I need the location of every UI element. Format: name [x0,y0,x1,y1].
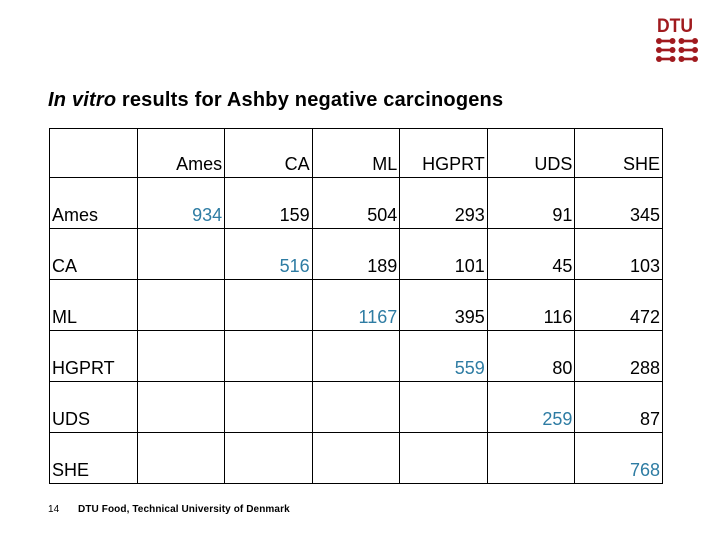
table-cell [136,330,226,382]
table-cell: 395 [399,279,488,331]
row-label: Ames [49,177,138,229]
table-row-ca: CA 516 189 101 45 103 [49,228,663,280]
table-cell: 768 [574,432,663,484]
column-header-hgprt: HGPRT [399,128,488,178]
table-cell [486,432,576,484]
header-row: Ames CA ML HGPRT UDS SHE [49,128,663,178]
column-header-ca: CA [224,128,313,178]
table-cell: 103 [574,228,663,280]
slide-title-rest: results for Ashby negative carcinogens [121,89,504,111]
column-header-she: SHE [574,128,663,178]
table-cell [224,381,313,433]
table-cell [311,432,401,484]
table-cell: 87 [574,381,663,433]
row-label: SHE [49,432,138,484]
table-cell [224,330,313,382]
table-cell: 293 [399,177,488,229]
column-header-empty [49,128,138,178]
table-row-hgprt: HGPRT 559 80 288 [49,330,663,382]
table-cell [224,432,313,484]
table-cell: 116 [486,279,576,331]
table-row-ml: ML 1167 395 116 472 [49,279,663,331]
table-cell: 159 [224,177,313,229]
table-cell: 101 [399,228,488,280]
footer-text: DTU Food, Technical University of Denmar… [78,504,290,515]
table-cell: 80 [486,330,576,382]
table-cell: 91 [486,177,576,229]
results-table: Ames CA ML HGPRT UDS SHE Ames 934 159 50… [49,128,663,484]
table-cell [136,279,226,331]
dtu-logo: DTU [656,16,698,62]
row-label: ML [49,279,138,331]
row-label: CA [49,228,138,280]
table-cell [399,432,488,484]
table-cell: 559 [399,330,488,382]
slide-footer: 14 DTU Food, Technical University of Denm… [48,504,290,515]
row-label: UDS [49,381,138,433]
table-cell: 934 [136,177,226,229]
table-cell: 288 [574,330,663,382]
table-cell: 259 [486,381,576,433]
table-cell: 1167 [311,279,401,331]
column-header-ml: ML [311,128,401,178]
table-cell [136,432,226,484]
table-row-she: SHE 768 [49,432,663,484]
table-row-ames: Ames 934 159 504 293 91 345 [49,177,663,229]
table-cell: 504 [311,177,401,229]
slide-title: In vitro results for Ashby negative carci… [48,89,503,112]
slide-title-italic: In vitro [48,89,117,111]
row-label: HGPRT [49,330,138,382]
table-cell: 189 [311,228,401,280]
column-header-uds: UDS [486,128,576,178]
table-cell: 345 [574,177,663,229]
column-header-ames: Ames [136,128,226,178]
table-cell [311,330,401,382]
table-row-uds: UDS 259 87 [49,381,663,433]
table-cell [136,381,226,433]
table-cell [311,381,401,433]
dtu-logo-symbol [656,38,698,62]
table-cell: 45 [486,228,576,280]
table-cell: 516 [224,228,313,280]
dtu-logo-text: DTU [657,16,693,37]
page-number: 14 [48,504,60,515]
table-cell [136,228,226,280]
table-cell [399,381,488,433]
table-cell [224,279,313,331]
table-cell: 472 [574,279,663,331]
